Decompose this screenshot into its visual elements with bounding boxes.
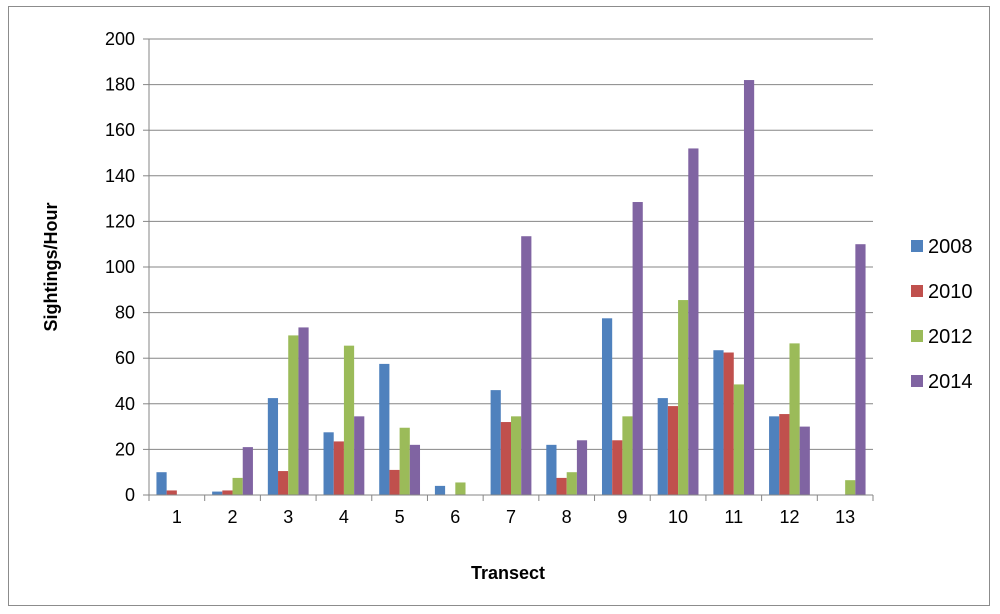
bar-2008-transect-10: [657, 398, 668, 495]
bar-2010-transect-8: [556, 477, 567, 495]
bar-2010-transect-10: [667, 406, 679, 495]
bar-2008-transect-6: [434, 485, 446, 495]
x-tick-label-5: 5: [395, 507, 405, 527]
gridlines: [149, 38, 873, 450]
bar-2012-transect-3: [288, 335, 299, 495]
y-tick-label-120: 120: [105, 211, 135, 231]
legend-label-2010: 2010: [928, 281, 973, 303]
bar-2014-transect-7: [521, 236, 532, 495]
legend-swatch-2010: [911, 285, 923, 297]
x-tick-label-4: 4: [339, 507, 349, 527]
bar-2014-transect-2: [242, 447, 253, 495]
bar-2014-transect-12: [799, 426, 810, 495]
x-tick-label-12: 12: [779, 507, 799, 527]
bar-2014-transect-13: [855, 244, 866, 495]
x-tick-label-3: 3: [283, 507, 293, 527]
bar-2008-transect-12: [769, 416, 780, 495]
y-tick-label-160: 160: [105, 120, 135, 140]
bar-2008-transect-2: [212, 491, 223, 495]
bar-2010-transect-2: [222, 490, 233, 495]
bar-2012-transect-9: [622, 416, 633, 495]
bar-2012-transect-7: [511, 416, 522, 495]
bar-2012-transect-5: [399, 427, 410, 495]
y-tick-label-100: 100: [105, 257, 135, 277]
bar-2012-transect-8: [566, 472, 577, 495]
chart-frame: 0 20 40 60 80 100 120 140 160 180 200 1 2 3 4 5 6 7 8 9 10 1…: [8, 6, 990, 606]
bar-2010-transect-9: [612, 440, 623, 495]
bar-2014-transect-8: [576, 440, 588, 495]
legend-swatch-2008: [911, 240, 923, 252]
x-tick-label-2: 2: [228, 507, 238, 527]
bar-2008-transect-9: [601, 318, 613, 495]
legend-label-2014: 2014: [928, 371, 973, 393]
x-tick-label-10: 10: [668, 507, 688, 527]
bar-2010-transect-7: [500, 422, 511, 495]
x-tick-label-13: 13: [835, 507, 855, 527]
bar-2012-transect-6: [455, 482, 466, 495]
x-tick-label-9: 9: [617, 507, 627, 527]
bar-2014-transect-5: [409, 444, 421, 495]
bar-2010-transect-5: [389, 469, 400, 495]
bar-2008-transect-1: [156, 472, 167, 495]
bar-2010-transect-12: [779, 414, 790, 495]
legend-label-2012: 2012: [928, 326, 973, 348]
bar-2008-transect-5: [379, 363, 390, 495]
bar-2010-transect-1: [166, 490, 177, 495]
bar-2014-transect-3: [298, 327, 309, 495]
bar-2014-transect-4: [354, 416, 365, 495]
axes: [143, 38, 874, 501]
bar-2012-transect-4: [343, 345, 355, 495]
bar-2014-transect-9: [632, 202, 643, 495]
x-tick-label-11: 11: [724, 507, 743, 527]
bar-2014-transect-10: [688, 148, 699, 495]
x-tick-label-6: 6: [450, 507, 460, 527]
bar-2010-transect-4: [333, 441, 344, 495]
bar-2008-transect-7: [490, 390, 501, 495]
legend-swatch-2012: [911, 330, 923, 342]
bar-2008-transect-8: [546, 444, 557, 495]
bar-2008-transect-11: [713, 350, 724, 495]
y-axis-title: Sightings/Hour: [41, 203, 61, 332]
y-tick-label-200: 200: [105, 29, 135, 49]
bar-2008-transect-3: [267, 398, 279, 495]
y-tick-label-0: 0: [125, 485, 135, 505]
y-tick-label-60: 60: [115, 348, 135, 368]
y-tick-label-20: 20: [115, 439, 135, 459]
bar-2012-transect-11: [733, 384, 744, 495]
legend-swatch-2014: [911, 375, 923, 387]
bar-2012-transect-13: [845, 480, 856, 495]
bars: [156, 80, 866, 495]
x-tick-label-8: 8: [562, 507, 572, 527]
x-axis-title: Transect: [471, 563, 545, 583]
bar-2010-transect-11: [723, 352, 734, 495]
bar-2012-transect-12: [789, 343, 800, 495]
legend-label-2008: 2008: [928, 236, 973, 258]
y-tick-label-40: 40: [115, 394, 135, 414]
bar-2010-transect-3: [278, 471, 289, 495]
x-tick-label-1: 1: [172, 507, 182, 527]
x-tick-labels: 1 2 3 4 5 6 7 8 9 10 11 12 13: [172, 507, 855, 527]
y-tick-label-180: 180: [105, 75, 135, 95]
x-tick-label-7: 7: [506, 507, 516, 527]
y-tick-labels: 0 20 40 60 80 100 120 140 160 180 200: [105, 29, 135, 505]
bar-2008-transect-4: [323, 432, 334, 495]
legend: 2008 2010 2012 2014: [911, 236, 973, 393]
y-tick-label-140: 140: [105, 166, 135, 186]
bar-2012-transect-10: [678, 300, 689, 495]
y-tick-label-80: 80: [115, 303, 135, 323]
bar-2014-transect-11: [743, 80, 755, 495]
bar-2012-transect-2: [232, 477, 243, 495]
